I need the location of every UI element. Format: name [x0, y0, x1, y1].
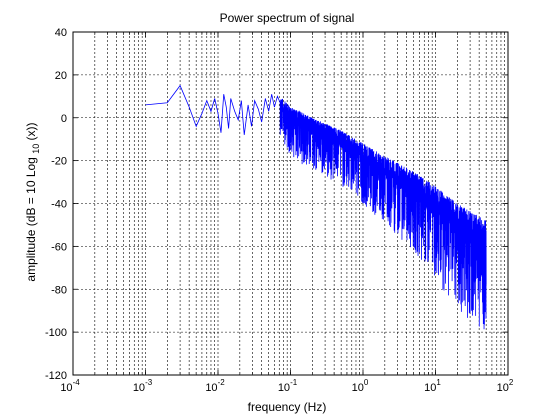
chart-title: Power spectrum of signal — [220, 11, 355, 25]
x-tick-label: 10-2 — [205, 378, 225, 394]
y-axis-label-subscript: 10 — [31, 144, 41, 154]
tick-labels: 10-4 10-3 10-2 10-1 100 101 102 -120 -100 -80 -60 -… — [45, 27, 514, 394]
y-tick-label: -120 — [45, 370, 67, 382]
y-axis-label: amplitude (dB = 10 Log 10 (x)) — [24, 122, 42, 281]
y-tick-label: -20 — [51, 156, 67, 168]
y-tick-label: 20 — [55, 70, 67, 82]
y-tick-label: 40 — [55, 27, 67, 39]
y-tick-label: -100 — [45, 327, 67, 339]
x-tick-label: 10-3 — [133, 378, 153, 394]
x-tick-label: 101 — [424, 378, 441, 394]
x-tick-label: 102 — [497, 378, 514, 394]
x-tick-label: 100 — [352, 378, 369, 394]
y-tick-label: -80 — [51, 284, 67, 296]
y-tick-label: 0 — [61, 113, 67, 125]
y-axis-label-tail: (x)) — [24, 122, 38, 140]
data-layer — [145, 84, 487, 330]
x-axis-label: frequency (Hz) — [248, 400, 327, 414]
x-tick-label: 10-1 — [278, 378, 298, 394]
series-line — [145, 84, 487, 330]
y-tick-label: -60 — [51, 241, 67, 253]
grid-lines — [73, 32, 508, 375]
tick-marks — [72, 31, 509, 376]
y-axis-label-main: amplitude (dB = 10 Log — [24, 157, 38, 281]
y-tick-label: -40 — [51, 199, 67, 211]
x-tick-label: 10-4 — [60, 378, 80, 394]
